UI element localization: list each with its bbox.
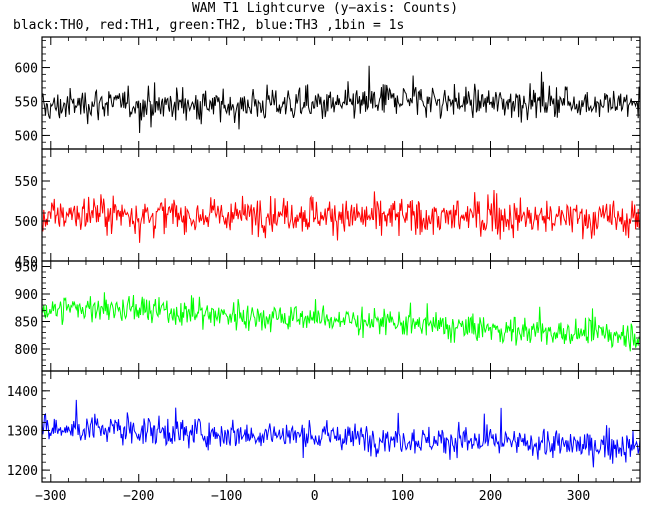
x-tick-label: 0 [311, 489, 319, 504]
y-tick-label: 1200 [7, 464, 38, 479]
y-tick-label: 800 [15, 343, 38, 358]
x-tick-label: 300 [567, 489, 590, 504]
y-tick-label: 900 [15, 288, 38, 303]
panel-frame-th1 [41, 148, 641, 262]
x-tick-label: −100 [211, 489, 242, 504]
y-tick-label: 950 [15, 261, 38, 276]
y-tick-label: 550 [15, 95, 38, 110]
chart-title: WAM T1 Lightcurve (y−axis: Counts) [191, 1, 459, 16]
y-tick-label: 500 [15, 215, 38, 230]
series-th0-line [41, 65, 641, 134]
panel-frame-th2 [41, 260, 641, 372]
x-tick-label: 100 [391, 489, 414, 504]
y-tick-label: 450 [15, 255, 38, 270]
series-th3-line [41, 399, 641, 468]
y-tick-label: 850 [15, 316, 38, 331]
y-tick-label: 550 [15, 175, 38, 190]
panel-frame-th3 [41, 370, 641, 483]
panel-frame-th0 [41, 36, 641, 150]
series-th1-line [41, 189, 641, 243]
x-tick-label: 200 [479, 489, 502, 504]
y-tick-label: 500 [15, 129, 38, 144]
x-tick-label: −300 [35, 489, 66, 504]
y-tick-label: 600 [15, 62, 38, 77]
y-tick-label: 1400 [7, 385, 38, 400]
y-tick-label: 1300 [7, 424, 38, 439]
series-th2-line [41, 292, 641, 352]
x-tick-label: −200 [123, 489, 154, 504]
chart-subtitle: black:TH0, red:TH1, green:TH2, blue:TH3 … [13, 18, 405, 33]
